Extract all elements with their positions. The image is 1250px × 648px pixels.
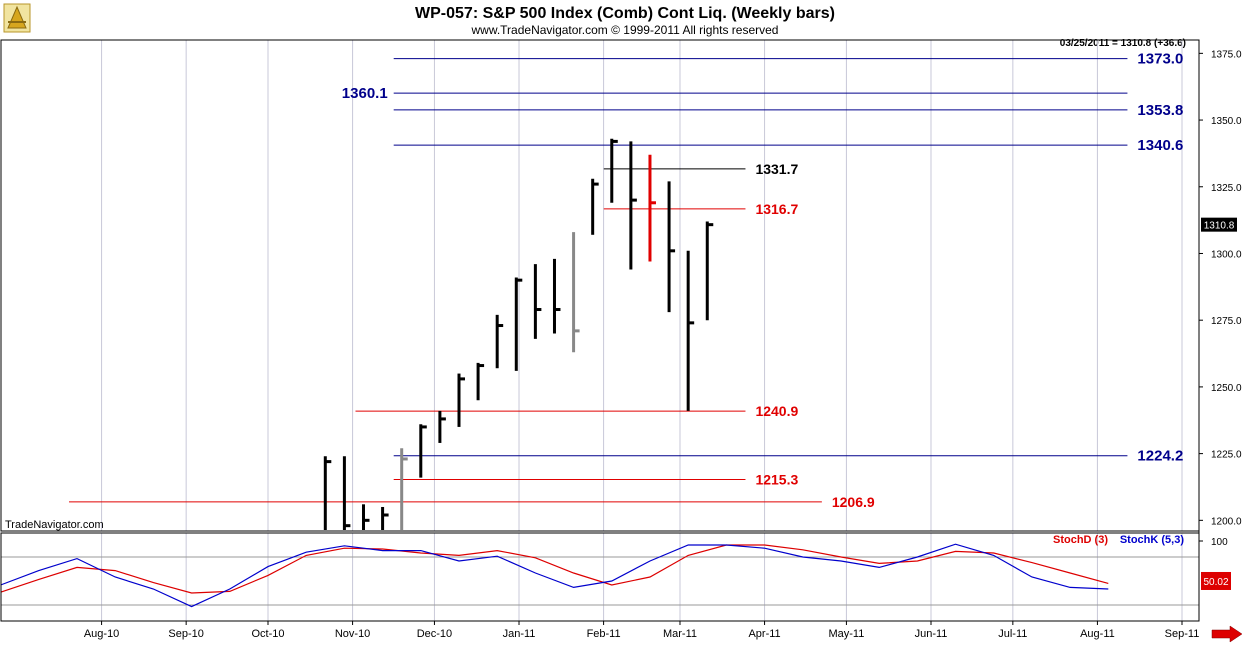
x-tick-label: Jan-11 <box>503 628 536 640</box>
x-tick-label: Jul-11 <box>998 628 1027 640</box>
y-tick-label: 1275.0 <box>1211 316 1242 327</box>
price-level-label: 1224.2 <box>1137 448 1183 465</box>
price-bar <box>438 410 446 443</box>
price-bar <box>381 506 389 530</box>
price-bar <box>552 258 561 334</box>
y-tick-label: 1325.0 <box>1211 183 1242 194</box>
x-tick-label: Apr-11 <box>748 628 780 640</box>
watermark-label: TradeNavigator.com <box>5 519 104 531</box>
price-level-label: 1215.3 <box>755 471 798 487</box>
price-bar <box>533 264 542 339</box>
x-tick-label: Sep-10 <box>168 628 203 640</box>
price-bar <box>419 424 427 478</box>
scroll-right-arrow-icon[interactable] <box>1211 625 1243 643</box>
price-bar <box>400 448 408 530</box>
price-bar <box>572 232 580 353</box>
price-level-label: 1240.9 <box>755 403 798 419</box>
price-info-readout: 03/25/2011 = 1310.8 (+36.6) <box>1060 38 1186 49</box>
price-bar <box>342 456 351 530</box>
y-tick-label: 1200.0 <box>1211 516 1242 527</box>
legend-stoch-d: StochD (3) <box>1053 534 1108 546</box>
chart-subtitle: www.TradeNavigator.com © 1999-2011 All r… <box>471 23 779 37</box>
y-tick-label: 1300.0 <box>1211 249 1242 260</box>
x-tick-label: Jun-11 <box>915 628 948 640</box>
x-tick-label: Feb-11 <box>587 628 621 640</box>
price-bar <box>667 181 676 313</box>
stochastic-lines <box>0 543 1109 608</box>
x-tick-label: Aug-10 <box>84 628 119 640</box>
stochastic-y-tick-label: 100 <box>1211 537 1228 548</box>
stochastic-value-label: 50.02 <box>1203 577 1228 588</box>
price-bar <box>514 277 523 371</box>
x-tick-label: Oct-10 <box>251 628 284 640</box>
app-logo-icon <box>3 3 31 33</box>
price-level-label: 1360.1 <box>342 85 388 102</box>
price-level-label: 1340.6 <box>1137 137 1183 154</box>
price-bar <box>648 154 656 262</box>
price-bar <box>361 504 370 530</box>
x-tick-label: Dec-10 <box>417 628 452 640</box>
price-bar <box>457 373 465 427</box>
y-tick-label: 1225.0 <box>1211 450 1242 461</box>
price-levels: 1373.0 1360.1 1353.8 1340.6 1331.7 1316.7 1240… <box>69 51 1183 510</box>
price-bar <box>323 456 332 530</box>
stochastic-line <box>0 544 1109 594</box>
price-level-label: 1316.7 <box>755 201 798 217</box>
x-tick-label: Sep-11 <box>1165 628 1200 640</box>
stochastic-line <box>0 543 1109 608</box>
y-tick-label: 1250.0 <box>1211 383 1242 394</box>
price-bar <box>476 362 485 401</box>
last-price-label: 1310.8 <box>1204 221 1235 232</box>
price-bar <box>686 250 695 411</box>
y-tick-label: 1350.0 <box>1211 116 1242 127</box>
axes: Aug-10 Sep-10 Oct-10 Nov-10 Dec-10 Jan-11 Feb-… <box>84 49 1242 640</box>
price-level-label: 1206.9 <box>832 494 875 510</box>
stochastic-badge: 50.02 <box>1201 571 1231 590</box>
x-tick-label: Nov-10 <box>335 628 370 640</box>
x-tick-label: May-11 <box>828 628 864 640</box>
price-bar <box>629 141 637 270</box>
price-bar <box>705 221 714 321</box>
chart-title: WP-057: S&P 500 Index (Comb) Cont Liq. (… <box>415 5 835 22</box>
price-level-label: 1331.7 <box>755 161 798 177</box>
price-bar <box>495 314 504 369</box>
price-bars <box>323 138 714 530</box>
price-bar <box>610 138 618 203</box>
y-tick-label: 1375.0 <box>1211 49 1242 60</box>
price-bar <box>591 178 599 235</box>
price-level-label: 1353.8 <box>1137 102 1183 119</box>
price-badge: 1310.8 <box>1201 217 1237 232</box>
price-level-label: 1373.0 <box>1137 51 1183 68</box>
x-tick-label: Aug-11 <box>1080 628 1115 640</box>
x-tick-label: Mar-11 <box>663 628 697 640</box>
legend-stoch-k: StochK (5,3) <box>1120 534 1185 546</box>
